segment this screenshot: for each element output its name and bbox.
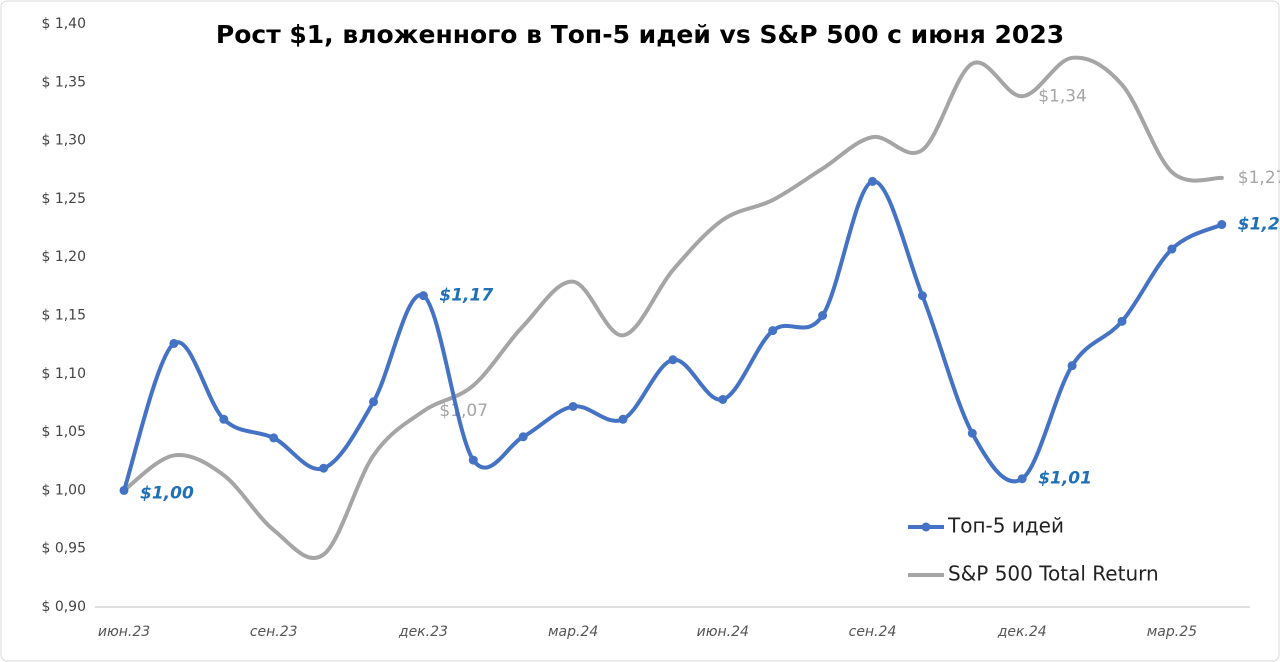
point-marker: [1217, 220, 1227, 230]
x-tick-label: мар.25: [1147, 624, 1197, 640]
x-tick-label: июн.24: [697, 624, 749, 640]
y-tick-label: $ 0,95: [41, 541, 86, 557]
x-tick-label: мар.24: [548, 624, 598, 640]
point-marker: [1117, 316, 1127, 326]
legend-label: S&P 500 Total Return: [948, 562, 1159, 586]
point-marker: [768, 326, 778, 336]
y-tick-label: $ 1,25: [41, 191, 86, 207]
point-marker: [169, 338, 179, 348]
y-tick-label: $ 1,40: [41, 16, 86, 32]
series-line: [122, 55, 1224, 560]
point-marker: [418, 291, 428, 301]
y-tick-label: $ 1,05: [41, 424, 86, 440]
data-label: $1,34: [1038, 86, 1087, 106]
point-marker: [868, 176, 877, 186]
point-marker: [1167, 244, 1177, 254]
y-tick-label: $ 1,30: [41, 133, 86, 149]
x-tick-label: дек.24: [997, 624, 1047, 640]
data-label: $1,23: [1238, 215, 1280, 235]
point-marker: [269, 433, 279, 443]
y-tick-label: $ 1,15: [41, 308, 86, 324]
chart-title: Рост $1, вложенного в Топ-5 идей vs S&P …: [216, 20, 1064, 49]
x-tick-label: сен.24: [849, 624, 897, 640]
y-tick-label: $ 1,35: [41, 74, 86, 90]
legend-label: Топ-5 идей: [947, 514, 1064, 538]
point-marker: [119, 485, 129, 495]
data-label: $1,27: [1238, 168, 1280, 188]
point-marker: [818, 311, 828, 320]
x-tick-label: сен.23: [250, 624, 298, 640]
point-marker: [568, 401, 578, 411]
point-marker: [917, 291, 927, 301]
data-label: $1,01: [1038, 469, 1092, 489]
point-marker: [1067, 361, 1077, 371]
y-tick-label: $ 1,10: [41, 366, 86, 382]
legend-marker: [921, 522, 931, 532]
data-label: $1,07: [439, 401, 488, 421]
point-marker: [219, 414, 229, 424]
y-tick-label: $ 1,00: [41, 482, 86, 498]
y-tick-label: $ 1,20: [41, 249, 86, 265]
point-marker: [718, 394, 728, 404]
x-tick-label: дек.23: [398, 624, 448, 640]
data-label: $1,17: [439, 286, 493, 306]
point-marker: [1017, 474, 1027, 484]
point-marker: [967, 428, 977, 438]
point-marker: [518, 432, 528, 442]
point-marker: [369, 397, 378, 407]
point-marker: [668, 355, 678, 365]
y-tick-label: $ 0,90: [41, 599, 86, 615]
point-marker: [618, 414, 628, 424]
data-label: $1,00: [140, 483, 194, 503]
point-marker: [468, 455, 478, 465]
point-marker: [319, 463, 329, 473]
x-tick-label: июн.23: [98, 624, 150, 640]
